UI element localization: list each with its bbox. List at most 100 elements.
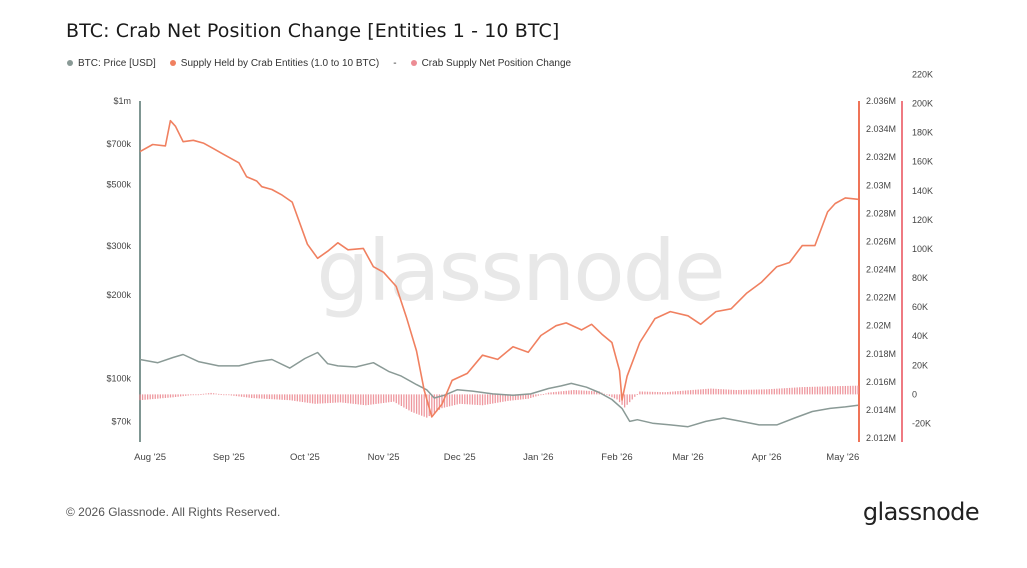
change-bar	[687, 390, 689, 395]
change-bar	[629, 394, 631, 403]
change-bar	[139, 394, 141, 401]
change-bar	[210, 392, 212, 395]
change-bar	[309, 394, 311, 404]
change-bar	[763, 389, 765, 395]
change-bar	[220, 394, 222, 395]
change-bar	[316, 394, 319, 404]
change-bar	[832, 386, 834, 395]
y-tick-price: $70k	[111, 416, 131, 426]
change-bar	[583, 390, 585, 395]
change-bar	[606, 394, 608, 396]
change-bar	[164, 394, 167, 398]
change-bar	[344, 394, 347, 403]
change-bar	[755, 389, 758, 395]
change-bar	[677, 391, 679, 395]
change-bar	[730, 389, 732, 395]
change-bar	[499, 394, 501, 403]
change-bar	[611, 394, 613, 398]
change-bar	[362, 394, 364, 405]
change-bar	[834, 386, 836, 395]
change-bar	[311, 394, 314, 404]
y-tick-price: $300k	[106, 241, 131, 251]
change-bar	[456, 394, 458, 405]
x-tick: May '26	[826, 452, 859, 463]
change-bar	[788, 387, 791, 395]
change-bar	[281, 394, 283, 400]
y-tick-supply: 2.026M	[866, 236, 896, 246]
change-bar	[284, 394, 286, 400]
supply-line	[139, 119, 859, 418]
change-bar	[793, 387, 796, 395]
change-bar	[821, 386, 824, 395]
change-bar	[720, 389, 722, 395]
change-bar	[423, 394, 425, 417]
change-bar	[814, 386, 816, 395]
change-bar	[623, 394, 626, 408]
change-bar	[725, 389, 727, 395]
change-bar	[433, 394, 436, 413]
change-bar	[568, 390, 570, 395]
legend-item-supply[interactable]: Supply Held by Crab Entities (1.0 to 10 …	[169, 58, 379, 69]
change-bar	[662, 392, 664, 395]
change-bar	[502, 394, 504, 402]
change-bar	[469, 394, 471, 405]
change-bar	[395, 394, 397, 404]
change-bar	[337, 394, 339, 403]
change-bar	[525, 394, 527, 400]
change-bar	[705, 388, 707, 395]
change-bar	[355, 394, 357, 405]
legend: BTC: Price [USD] Supply Held by Crab Ent…	[67, 56, 585, 70]
change-bar	[781, 388, 783, 395]
change-bar	[634, 394, 636, 397]
change-bar	[849, 385, 852, 395]
change-bar	[205, 393, 207, 395]
change-bar	[179, 394, 182, 397]
change-bar	[443, 394, 446, 408]
change-bar	[207, 393, 210, 395]
change-bar	[570, 390, 573, 395]
change-bar	[509, 394, 512, 401]
change-bar	[522, 394, 524, 400]
change-bar	[256, 394, 258, 399]
change-bar	[327, 394, 329, 404]
change-bar	[400, 394, 403, 407]
x-tick: Sep '25	[213, 452, 245, 463]
y-tick-supply: 2.024M	[866, 265, 896, 275]
change-bar	[141, 394, 144, 400]
legend-item-change[interactable]: Crab Supply Net Position Change	[410, 58, 571, 69]
change-bar	[745, 389, 748, 395]
change-bar	[230, 394, 233, 396]
change-bar	[664, 392, 666, 395]
x-tick: Mar '26	[672, 452, 703, 463]
change-bar	[542, 394, 545, 395]
change-bar	[854, 385, 857, 395]
change-bar	[626, 394, 628, 405]
y-tick-change: 180K	[912, 128, 933, 138]
change-bar	[448, 394, 451, 407]
y-tick-supply: 2.036M	[866, 96, 896, 106]
change-bar	[641, 391, 644, 395]
y-tick-change: 220K	[912, 70, 933, 80]
y-tick-supply: 2.014M	[866, 405, 896, 415]
y-tick-supply: 2.034M	[866, 124, 896, 134]
change-bar	[847, 385, 849, 395]
change-bar	[659, 392, 661, 395]
change-bar	[654, 391, 656, 395]
change-bar	[702, 389, 704, 395]
change-bar	[768, 389, 770, 395]
legend-item-price[interactable]: BTC: Price [USD]	[67, 58, 156, 69]
y-tick-change: 40K	[912, 331, 928, 341]
change-bar	[240, 394, 243, 397]
change-bar	[375, 394, 377, 404]
chart-title: BTC: Crab Net Position Change [Entities …	[66, 20, 560, 42]
y-tick-change: 0	[912, 389, 917, 399]
change-bar	[421, 394, 423, 416]
change-bar	[393, 394, 395, 402]
change-bar	[591, 391, 593, 395]
change-bar	[514, 394, 517, 401]
change-bar	[563, 391, 565, 395]
change-bar	[733, 389, 735, 395]
y-tick-change: 120K	[912, 215, 933, 225]
change-bar	[197, 394, 200, 396]
change-bar	[532, 394, 534, 398]
